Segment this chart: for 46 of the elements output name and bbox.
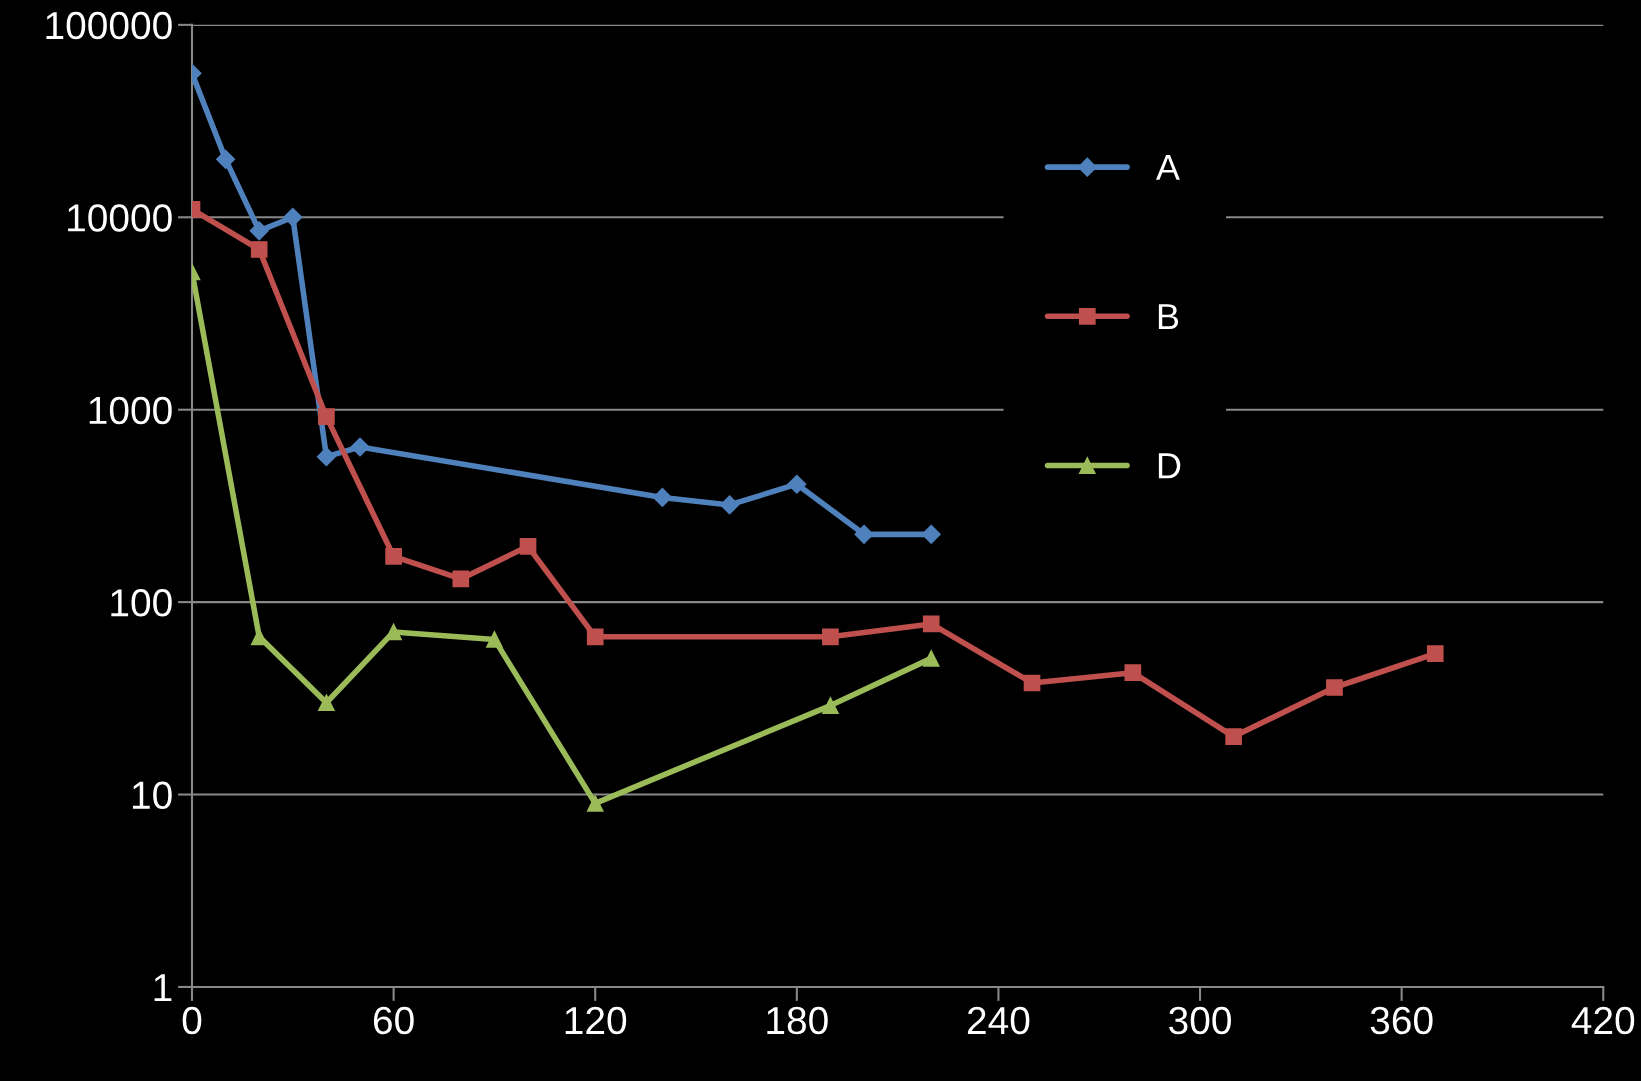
point: [283, 207, 303, 227]
legend-label: D: [1158, 453, 1181, 479]
x-tick-label: 240: [967, 1006, 1030, 1035]
point: [385, 623, 402, 641]
y-tick-label: 10: [132, 781, 172, 810]
x-tick-label: 300: [1169, 1006, 1231, 1035]
x-tick-label: 0: [182, 1006, 202, 1035]
point: [720, 495, 740, 515]
point: [249, 221, 269, 241]
point: [452, 570, 470, 588]
y-tick-label: 1000: [89, 396, 172, 425]
point: [1124, 664, 1142, 681]
x-tick-label: 60: [373, 1006, 414, 1035]
x-tick-label: 420: [1571, 1006, 1635, 1035]
point: [316, 447, 336, 467]
point: [921, 524, 941, 544]
point: [1023, 674, 1041, 692]
point: [385, 547, 402, 565]
legend-label: A: [1155, 154, 1180, 180]
point: [519, 537, 537, 555]
point: [318, 408, 335, 426]
x-tick-label: 360: [1370, 1006, 1433, 1035]
point: [787, 474, 807, 494]
point: [1225, 728, 1242, 745]
point: [250, 241, 268, 258]
point: [854, 524, 874, 544]
point: [1426, 645, 1444, 662]
point: [652, 487, 672, 507]
point: [1326, 679, 1343, 696]
x-tick-label: 180: [767, 1006, 828, 1035]
point: [922, 615, 940, 633]
x-tick-label: 120: [565, 1006, 627, 1035]
point: [822, 628, 839, 646]
y-tick-label: 100000: [46, 11, 172, 40]
legend-label: B: [1158, 304, 1179, 329]
point: [586, 795, 604, 812]
point: [822, 697, 839, 714]
point: [922, 650, 940, 667]
y-tick-label: 1: [154, 974, 172, 1002]
point: [318, 694, 335, 712]
y-tick-label: 10000: [68, 204, 172, 232]
point: [586, 628, 604, 646]
y-tick-label: 100: [111, 589, 172, 617]
point: [350, 437, 370, 457]
point: [216, 149, 236, 169]
point: [486, 631, 503, 648]
